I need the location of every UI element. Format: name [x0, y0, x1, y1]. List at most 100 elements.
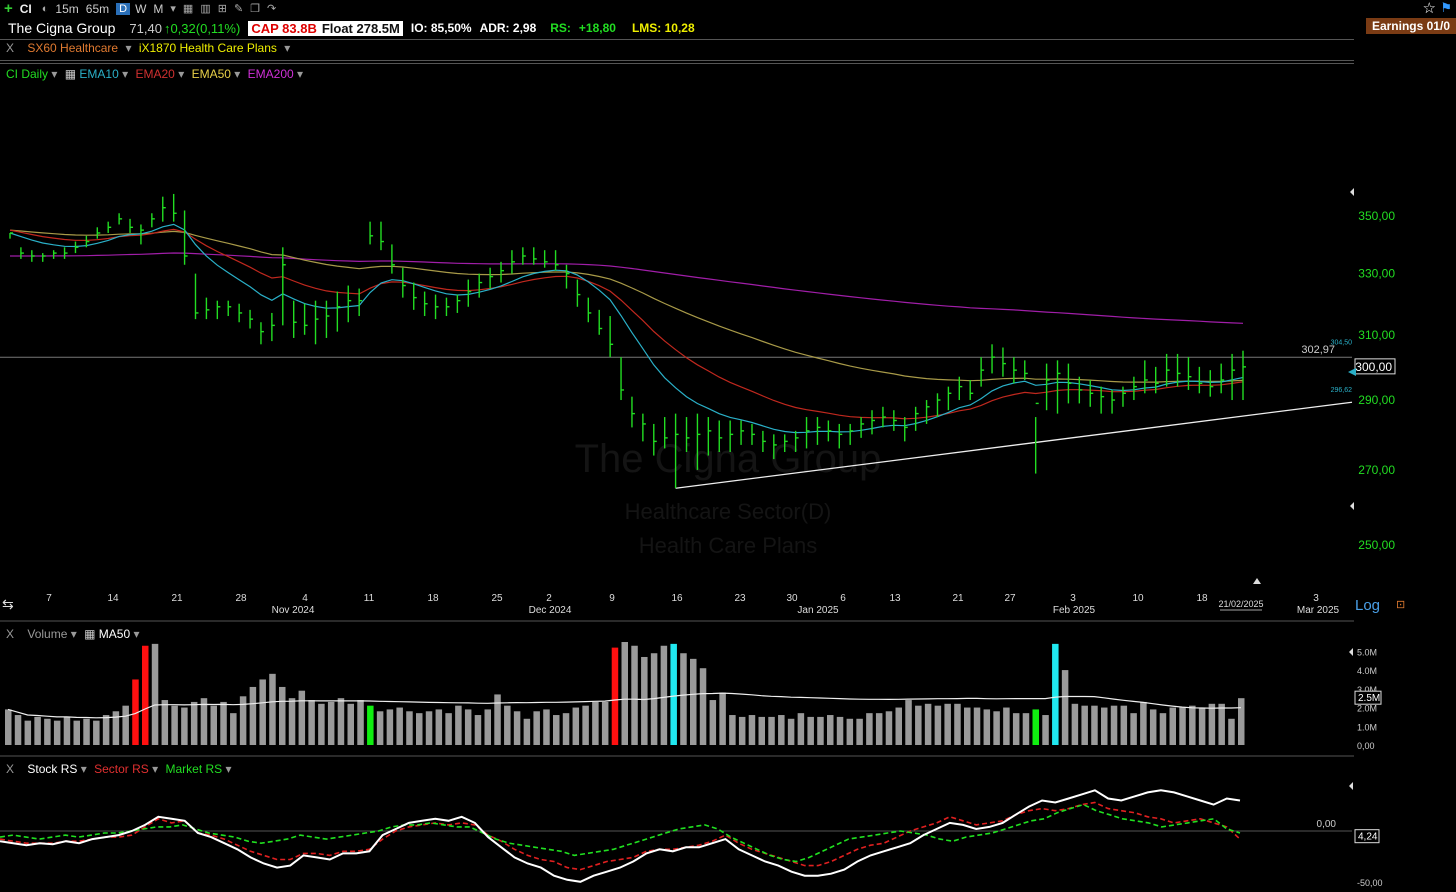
date-tick-label: 27 — [1004, 593, 1016, 604]
ohlc-bar — [609, 316, 614, 358]
ohlc-bar — [96, 227, 101, 239]
ohlc-bar — [107, 221, 112, 233]
interval-w[interactable]: W — [135, 1, 147, 16]
rs-current-label: 4,24 — [1358, 832, 1378, 843]
ohlc-bar — [1089, 379, 1094, 407]
pencil-icon[interactable]: ✎ — [233, 3, 244, 15]
ohlc-bar — [129, 218, 134, 233]
volume-bar — [464, 709, 472, 745]
share-icon[interactable]: ↷ — [267, 3, 277, 15]
add-icon[interactable]: + — [4, 0, 13, 17]
ohlc-bar — [260, 322, 264, 345]
ema50-label[interactable]: EMA50 — [191, 67, 231, 81]
ohlc-bar — [936, 393, 941, 418]
volume-bar — [200, 698, 208, 745]
ohlc-bar — [762, 430, 766, 452]
stock-rs-label[interactable]: Stock RS — [27, 762, 78, 776]
dropdown-icon[interactable]: ▾ — [234, 67, 241, 81]
sector-rs-label[interactable]: Sector RS — [94, 762, 149, 776]
ma50-label[interactable]: MA50 — [98, 627, 131, 641]
volume-bar — [983, 709, 991, 745]
date-tick-label: 4 — [302, 593, 308, 604]
volume-bar — [513, 711, 521, 745]
dropdown-icon[interactable]: ▾ — [178, 67, 185, 81]
volume-bar — [504, 705, 511, 745]
volume-bar — [151, 643, 159, 745]
volume-bar — [1159, 713, 1167, 745]
tools-icon[interactable]: ▦ — [182, 3, 194, 15]
volume-label[interactable]: Volume — [27, 627, 68, 641]
dropdown-icon[interactable]: ▾ — [51, 67, 58, 81]
ema200-label[interactable]: EMA200 — [247, 67, 294, 81]
ohlc-bar — [1100, 386, 1105, 414]
ohlc-bar — [52, 250, 57, 259]
volume-bar — [797, 713, 805, 745]
close-sector-icon[interactable]: X — [6, 41, 15, 55]
rs-current-box — [1354, 829, 1380, 844]
ema10-label[interactable]: EMA10 — [79, 67, 119, 81]
volume-bar — [1169, 707, 1176, 745]
ohlc-bar — [914, 406, 919, 431]
ohlc-bar — [696, 413, 701, 470]
date-tick-label: 11 — [364, 593, 375, 604]
symbol-daily[interactable]: CI Daily — [6, 67, 49, 81]
indicator-icon[interactable]: ▦ — [84, 627, 96, 641]
dropdown-icon[interactable]: ▾ — [70, 627, 77, 641]
star-icon[interactable]: ☆ — [1422, 0, 1436, 17]
divider — [0, 63, 1354, 64]
volume-bar — [1208, 703, 1216, 745]
date-tick-label: 9 — [609, 593, 615, 604]
close-volume-icon[interactable]: X — [6, 627, 15, 641]
sector-name[interactable]: SX60 Healthcare — [27, 41, 119, 55]
volume-bar — [44, 718, 51, 745]
dropdown-icon[interactable]: ▾ — [170, 3, 176, 15]
ohlc-bar — [205, 297, 210, 320]
last-date-label: 21/02/2025 — [1218, 599, 1263, 609]
volume-bar — [866, 713, 873, 745]
interval-m[interactable]: M — [153, 1, 164, 16]
marker-arrow-icon — [1348, 368, 1356, 376]
dropdown-icon[interactable]: ▾ — [225, 762, 232, 776]
rs-legend: X Stock RS ▾ Sector RS ▾ Market RS ▾ — [6, 762, 232, 776]
ema20-label[interactable]: EMA20 — [135, 67, 175, 81]
dropdown-icon[interactable]: ▾ — [122, 67, 129, 81]
volume-bar — [719, 692, 726, 745]
rs-lines — [0, 789, 1352, 883]
earnings-badge[interactable]: Earnings 01/0 — [1365, 18, 1456, 34]
layers-icon[interactable]: ❐ — [250, 3, 261, 15]
interval-d[interactable]: D — [116, 2, 131, 15]
flag-icon[interactable]: ⚑ — [1440, 0, 1452, 15]
ohlc-bar — [325, 300, 330, 338]
industry-name[interactable]: iX1870 Health Care Plans — [138, 41, 277, 55]
symbol-label[interactable]: CI — [19, 1, 32, 16]
divider — [0, 60, 1354, 61]
ema-lines — [9, 223, 1244, 434]
dropdown-icon[interactable]: ▾ — [284, 41, 291, 55]
dropdown-icon[interactable]: ▾ — [152, 762, 159, 776]
price-tick-label: 330,00 — [1358, 267, 1395, 281]
interval-15m[interactable]: 15m — [55, 1, 79, 16]
close-rs-icon[interactable]: X — [6, 762, 15, 776]
indicator-icon[interactable]: ▦ — [64, 67, 77, 81]
ohlc-bar — [1122, 386, 1126, 407]
bars-icon[interactable]: ▥ — [200, 3, 211, 15]
sector-line: X SX60 Healthcare ▾ iX1870 Health Care P… — [0, 41, 290, 55]
ohlc-bar — [751, 423, 755, 445]
grid-icon[interactable]: ⊞ — [217, 3, 227, 15]
date-tick-label: 21 — [952, 593, 964, 604]
dropdown-icon[interactable]: ▾ — [133, 627, 140, 641]
volume-bar — [1081, 705, 1088, 745]
interval-65m[interactable]: 65m — [85, 1, 110, 16]
dropdown-icon[interactable]: ▾ — [125, 41, 132, 55]
market-rs-label[interactable]: Market RS — [165, 762, 223, 776]
dropdown-icon[interactable]: ▾ — [297, 67, 304, 81]
volume-tick-label: 0,00 — [1357, 741, 1375, 751]
volume-bar — [934, 705, 942, 745]
volume-bar — [748, 715, 756, 745]
volume-bar — [1012, 713, 1020, 745]
ohlc-bar — [685, 417, 690, 452]
month-label: Nov 2024 — [272, 605, 315, 616]
dropdown-icon[interactable]: ▾ — [80, 762, 87, 776]
chart-type-icon[interactable]: ◐ — [41, 2, 49, 15]
